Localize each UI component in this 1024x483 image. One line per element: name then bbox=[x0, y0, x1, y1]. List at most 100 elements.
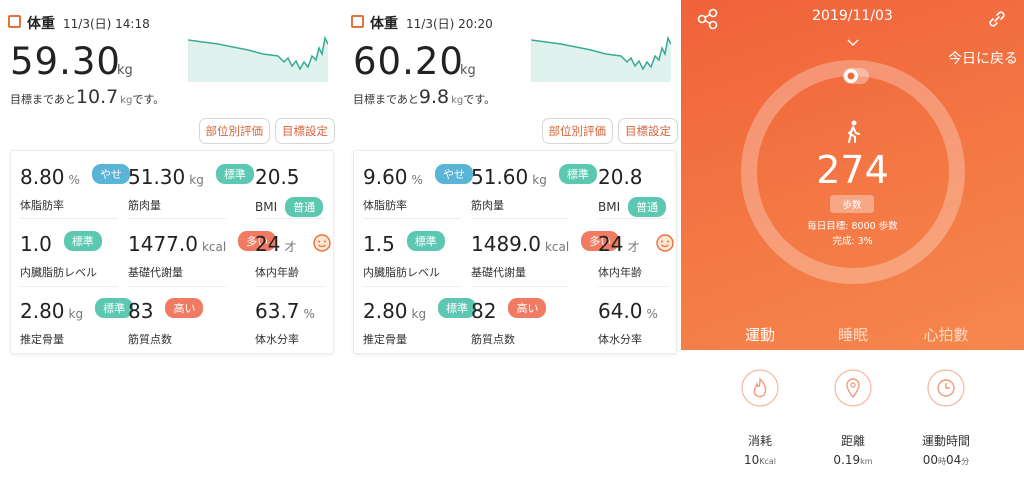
progress-ring-graphic bbox=[741, 60, 965, 284]
metrics-card: 8.80% やせ 体脂肪率 51.30 kg 標準 筋肉量 20.5 BMI 普通 1.0 標準 内臓脂… bbox=[10, 150, 334, 354]
metric-badge: 普通 bbox=[285, 197, 324, 217]
metric-label-row: 体水分率 bbox=[255, 331, 299, 347]
metric-value-row: 64.0% bbox=[598, 299, 658, 323]
metric-unit: % bbox=[411, 173, 423, 187]
metric-label-row: 筋質点数 bbox=[471, 331, 515, 347]
metric-label: 体脂肪率 bbox=[20, 199, 64, 212]
progress-ring bbox=[733, 52, 973, 296]
metric-label-row: 基礎代謝量 bbox=[128, 264, 183, 280]
metric-unit: kcal bbox=[201, 240, 227, 254]
metric-value: 24 bbox=[255, 232, 281, 256]
metric-value-row: 1489.0 kcal 多い bbox=[471, 231, 620, 256]
back-to-today[interactable]: 今日に戻る bbox=[948, 51, 1018, 67]
action-button[interactable]: 部位別評価 bbox=[198, 118, 270, 144]
goal-line: 目標まであと 10.7 kg です。 bbox=[10, 86, 164, 108]
metric-value-row: 20.5 bbox=[255, 165, 300, 189]
stat-value: 00 時 04 分 bbox=[886, 453, 1006, 467]
tab[interactable]: 心拍數 bbox=[923, 326, 969, 344]
metric-label: 体水分率 bbox=[598, 333, 642, 346]
metric-badge: やせ bbox=[434, 164, 473, 184]
metric-value-row: 2.80 kg 標準 bbox=[20, 298, 134, 323]
metric-label: 推定骨量 bbox=[363, 333, 407, 346]
metric-badge: 高い bbox=[165, 298, 204, 318]
metric-value: 1.5 bbox=[363, 232, 395, 256]
metric-label-row: BMI 普通 bbox=[255, 197, 324, 217]
metric-value: 1477.0 bbox=[128, 232, 198, 256]
stat-unit: km bbox=[860, 457, 873, 466]
divider bbox=[20, 286, 118, 287]
metric-value-row: 1.0 標準 bbox=[20, 231, 102, 256]
metric-label-row: BMI 普通 bbox=[598, 197, 667, 217]
metric-label: 体水分率 bbox=[255, 333, 299, 346]
metric-value: 82 bbox=[471, 299, 497, 323]
metric-label: BMI bbox=[598, 200, 621, 214]
goal-prefix: 目標まであと bbox=[10, 93, 76, 106]
metric-label: 推定骨量 bbox=[20, 333, 64, 346]
face-icon bbox=[313, 234, 331, 256]
stat-value: 0.19 km bbox=[793, 453, 913, 467]
divider bbox=[128, 286, 226, 287]
metric-value: 83 bbox=[128, 299, 154, 323]
metric-value: 64.0 bbox=[598, 299, 643, 323]
datetime: 11/3(日) 20:20 bbox=[406, 17, 493, 31]
metric-value-row: 82 高い bbox=[471, 298, 547, 323]
metric-label-row: 筋肉量 bbox=[471, 197, 504, 213]
tab[interactable]: 睡眠 bbox=[837, 326, 868, 344]
metric-value-row: 24 才 bbox=[598, 232, 639, 256]
share-icon-graphic bbox=[697, 8, 718, 30]
action-button[interactable]: 目標設定 bbox=[275, 118, 335, 144]
metric-label: 体内年齢 bbox=[598, 266, 642, 279]
metric-value: 63.7 bbox=[255, 299, 300, 323]
stat-icon bbox=[926, 369, 966, 413]
metric-badge: 高い bbox=[508, 298, 547, 318]
activity-date: 2019/11/03 bbox=[812, 8, 893, 24]
divider bbox=[598, 286, 668, 287]
metric-label-row: 体内年齢 bbox=[255, 264, 299, 280]
activity-panel: 2019/11/03 今日に戻る 274 歩数 毎日目標: 8000 歩数 完成: 3% 運… bbox=[681, 0, 1024, 483]
action-button[interactable]: 部位別評価 bbox=[541, 118, 613, 144]
weight-value: 60.20 bbox=[353, 40, 464, 83]
goal-suffix: です。 bbox=[132, 93, 165, 106]
metric-label-row: 体水分率 bbox=[598, 331, 642, 347]
goal-value: 9.8 bbox=[418, 86, 450, 108]
stat-value: 10 Kcal bbox=[700, 453, 820, 467]
metric-value-row: 51.30 kg 標準 bbox=[128, 164, 254, 189]
step-count: 274 bbox=[816, 148, 889, 192]
date-chevron-graphic bbox=[847, 39, 859, 46]
activity-header: 2019/11/03 今日に戻る 274 歩数 毎日目標: 8000 歩数 完成: 3% 運… bbox=[681, 0, 1024, 358]
metric-unit: kcal bbox=[544, 240, 570, 254]
scale-icon bbox=[351, 15, 364, 28]
metric-label-row: 体内年齢 bbox=[598, 264, 642, 280]
action-button[interactable]: 目標設定 bbox=[618, 118, 678, 144]
tab[interactable]: 運動 bbox=[744, 326, 775, 344]
weight-panel: 体重 11/3(日) 20:20 60.20 kg 目標まであと 9.8 kg です。 部位別評… bbox=[343, 0, 680, 356]
metric-value: 9.60 bbox=[363, 165, 408, 189]
divider bbox=[363, 286, 461, 287]
stat-icon bbox=[740, 369, 780, 413]
metric-value: 2.80 bbox=[363, 299, 408, 323]
metric-value: 8.80 bbox=[20, 165, 65, 189]
metric-unit: 才 bbox=[627, 240, 640, 254]
metric-label: 内臓脂肪レベル bbox=[20, 266, 97, 279]
metric-value-row: 24 才 bbox=[255, 232, 296, 256]
button-row: 部位別評価 目標設定 bbox=[541, 118, 678, 144]
stat-icon-graphic bbox=[927, 369, 965, 407]
metric-value: 20.5 bbox=[255, 165, 300, 189]
divider bbox=[471, 286, 569, 287]
stat-number: 00 bbox=[922, 453, 938, 467]
divider bbox=[363, 218, 461, 219]
metric-label: 筋質点数 bbox=[471, 333, 515, 346]
goal-unit: kg bbox=[120, 95, 133, 106]
metric-label-row: 筋肉量 bbox=[128, 197, 161, 213]
walk-icon bbox=[843, 120, 863, 148]
tab-indicator bbox=[753, 343, 767, 362]
metric-label-row: 基礎代謝量 bbox=[471, 264, 526, 280]
steps-label: 歩数 bbox=[830, 195, 874, 213]
link-icon-graphic bbox=[989, 11, 1005, 27]
metric-label-row: 内臓脂肪レベル bbox=[20, 264, 97, 280]
goal-unit: kg bbox=[451, 95, 464, 106]
weight-unit: kg bbox=[117, 63, 133, 78]
metric-label-row: 推定骨量 bbox=[20, 331, 64, 347]
metric-badge: 普通 bbox=[628, 197, 667, 217]
